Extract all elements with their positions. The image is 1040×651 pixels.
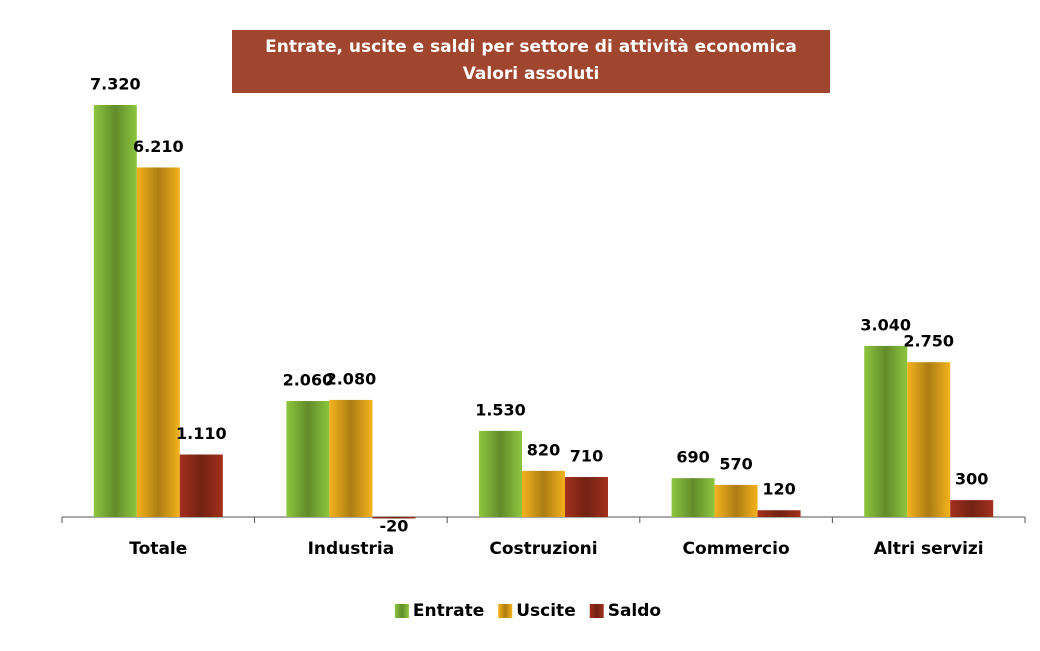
legend-swatch xyxy=(589,604,604,618)
value-label: 2.060 xyxy=(283,371,334,390)
legend-label: Saldo xyxy=(608,601,661,621)
value-label: 1.530 xyxy=(475,400,526,419)
legend-swatch xyxy=(394,604,409,618)
bar xyxy=(372,517,416,519)
legend-swatch xyxy=(498,604,513,618)
bar xyxy=(93,105,137,517)
value-label: 1.110 xyxy=(176,424,227,443)
bar xyxy=(671,478,715,517)
legend-label: Entrate xyxy=(413,601,484,621)
value-label: 2.750 xyxy=(903,332,954,351)
value-label: 570 xyxy=(719,454,752,473)
bar xyxy=(286,401,330,517)
bar xyxy=(864,345,908,517)
bar xyxy=(329,399,373,517)
value-label: 7.320 xyxy=(90,75,141,94)
chart-subtitle: Valori assoluti xyxy=(463,64,600,84)
bar xyxy=(565,477,608,517)
value-label: 120 xyxy=(762,480,795,499)
value-label: 2.080 xyxy=(326,369,377,388)
bar xyxy=(479,430,522,517)
value-label: 3.040 xyxy=(860,315,911,334)
value-label: 820 xyxy=(527,440,560,459)
value-label: 300 xyxy=(955,470,988,489)
value-label: -20 xyxy=(379,517,408,536)
x-tick-label: Industria xyxy=(308,539,395,559)
value-label: 710 xyxy=(570,447,603,466)
value-label: 690 xyxy=(676,448,709,467)
chart-title: Entrate, uscite e saldi per settore di a… xyxy=(265,37,797,57)
value-label: 6.210 xyxy=(133,137,184,156)
legend-label: Uscite xyxy=(516,601,575,621)
x-tick-label: Commercio xyxy=(683,539,790,559)
bar xyxy=(757,510,801,517)
bar xyxy=(179,454,223,517)
bar xyxy=(907,362,951,517)
bar xyxy=(136,167,180,517)
bar xyxy=(714,484,758,517)
x-tick-label: Costruzioni xyxy=(489,539,597,559)
title-box xyxy=(232,30,830,93)
x-tick-label: Totale xyxy=(129,539,187,559)
bar xyxy=(522,470,565,517)
x-tick-label: Altri servizi xyxy=(874,539,984,559)
bar xyxy=(950,500,994,517)
